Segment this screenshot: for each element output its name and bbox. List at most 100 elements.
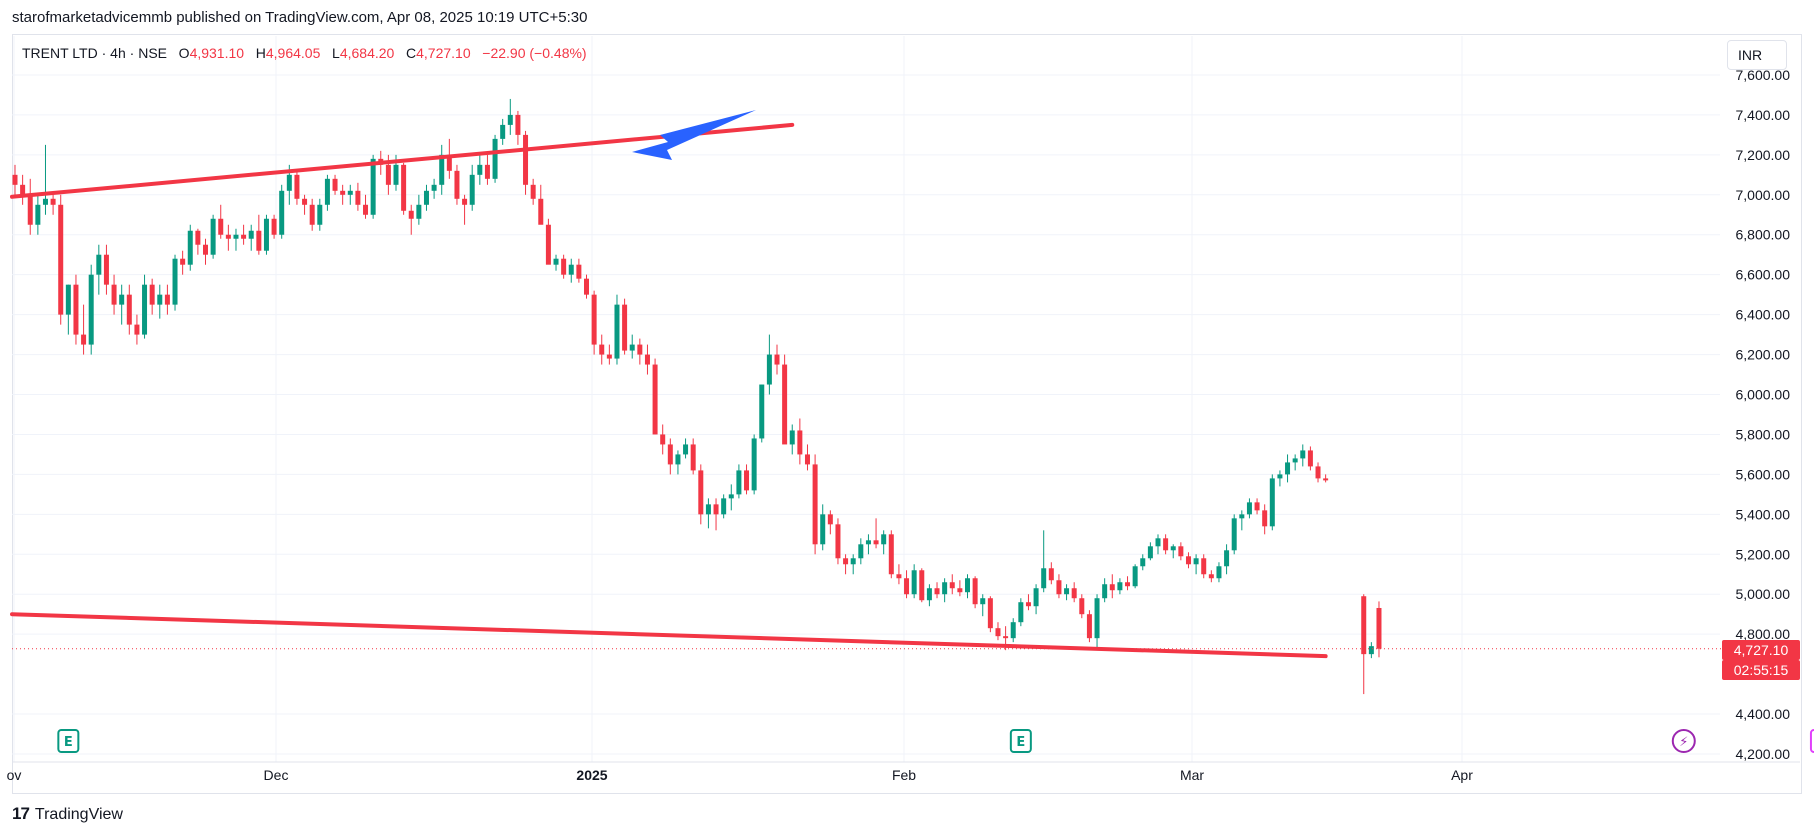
candle-body <box>629 344 635 351</box>
candle-body <box>995 628 1001 637</box>
candle-body <box>347 190 353 195</box>
legend-close-value: 4,727.10 <box>416 45 471 61</box>
future-earnings-marker-icon <box>1809 729 1814 753</box>
candle-body <box>713 504 719 515</box>
y-tick-label: 5,400.00 <box>1736 506 1791 522</box>
y-tick-label: 6,800.00 <box>1736 227 1791 243</box>
candle-body <box>355 190 361 205</box>
candle-body <box>149 284 155 305</box>
candle-body <box>881 534 887 545</box>
candle-body <box>1048 568 1054 581</box>
candle-body <box>523 134 529 185</box>
legend-interval[interactable]: 4h <box>110 45 126 61</box>
candle-body <box>27 194 33 225</box>
candle-body <box>1071 588 1077 599</box>
candle-body <box>385 164 391 185</box>
candle-body <box>172 258 178 305</box>
candle-body <box>35 204 41 225</box>
candle-body <box>263 218 269 251</box>
y-tick-label: 6,600.00 <box>1736 267 1791 283</box>
candle-body <box>1246 502 1252 515</box>
candle-body <box>980 598 986 605</box>
candle-body <box>820 514 826 545</box>
candle-body <box>721 498 727 515</box>
candle-body <box>309 204 315 225</box>
candle-body <box>1025 602 1031 607</box>
candle-body <box>1269 478 1275 527</box>
candle-body <box>111 284 117 305</box>
candle-body <box>965 578 970 593</box>
candle-body <box>423 190 429 205</box>
earnings-marker-icon <box>1009 729 1032 753</box>
candle-body <box>812 464 818 545</box>
chart-frame <box>12 34 1802 794</box>
candle-body <box>484 164 490 179</box>
candle-body <box>225 234 231 239</box>
candle-body <box>1079 598 1085 615</box>
candle-body <box>12 174 18 185</box>
candle-body <box>1315 466 1321 479</box>
candle-body <box>1109 584 1115 591</box>
candle-body <box>233 234 239 239</box>
candle-body <box>926 588 932 601</box>
candle-body <box>103 254 109 285</box>
candle-body <box>545 224 551 265</box>
x-tick-label: Mar <box>1180 767 1204 783</box>
candle-body <box>850 558 856 565</box>
candle-body <box>187 230 193 265</box>
candle-body <box>507 114 513 125</box>
candle-body <box>1368 646 1374 655</box>
trendline <box>10 612 1328 659</box>
currency-selector[interactable]: INR <box>1727 40 1787 70</box>
candle-body <box>683 444 689 455</box>
candle-body <box>446 154 452 171</box>
candle-body <box>1208 574 1214 579</box>
candle-body <box>865 540 871 545</box>
legend-high-label: H <box>255 45 266 61</box>
candle-body <box>65 284 71 315</box>
candle-body <box>789 430 795 445</box>
candle-body <box>858 544 864 559</box>
candle-body <box>1178 546 1184 557</box>
legend-low-value: 4,684.20 <box>339 45 395 61</box>
x-tick-label: ov <box>7 767 22 783</box>
candle-body <box>241 234 247 239</box>
candle-body <box>279 190 285 235</box>
candle-body <box>1170 546 1176 551</box>
candle-body <box>1292 458 1298 463</box>
candle-body <box>96 254 102 275</box>
candle-body <box>568 264 574 275</box>
candle-body <box>1117 582 1123 591</box>
candle-body <box>340 190 346 195</box>
y-tick-label: 6,000.00 <box>1736 387 1791 403</box>
candle-body <box>1224 550 1230 567</box>
candle-body <box>904 578 910 595</box>
candle-body <box>431 184 437 191</box>
candle-body <box>660 434 666 445</box>
y-tick-label: 5,800.00 <box>1736 426 1791 442</box>
candle-body <box>949 582 955 589</box>
candle-body <box>119 294 125 305</box>
candle-body <box>126 294 132 325</box>
candle-body <box>698 470 704 515</box>
candle-body <box>774 354 780 365</box>
candle-body <box>690 444 696 471</box>
candle-body <box>1254 502 1260 511</box>
candle-body <box>195 230 201 245</box>
candle-body <box>157 294 163 305</box>
tradingview-footer[interactable]: 17 TradingView <box>12 804 123 824</box>
candle-body <box>317 204 323 225</box>
y-tick-label: 4,200.00 <box>1736 746 1791 762</box>
candle-body <box>248 230 254 239</box>
candle-body <box>81 334 87 345</box>
candle-body <box>286 174 292 191</box>
legend-symbol[interactable]: TRENT LTD <box>22 45 98 61</box>
candle-body <box>88 274 94 345</box>
bar-countdown-label: 02:55:15 <box>1722 660 1800 680</box>
candle-body <box>1056 580 1062 595</box>
candle-body <box>1094 598 1100 639</box>
candle-body <box>1064 588 1070 595</box>
legend-exchange: NSE <box>138 45 167 61</box>
candle-body <box>1086 614 1092 639</box>
